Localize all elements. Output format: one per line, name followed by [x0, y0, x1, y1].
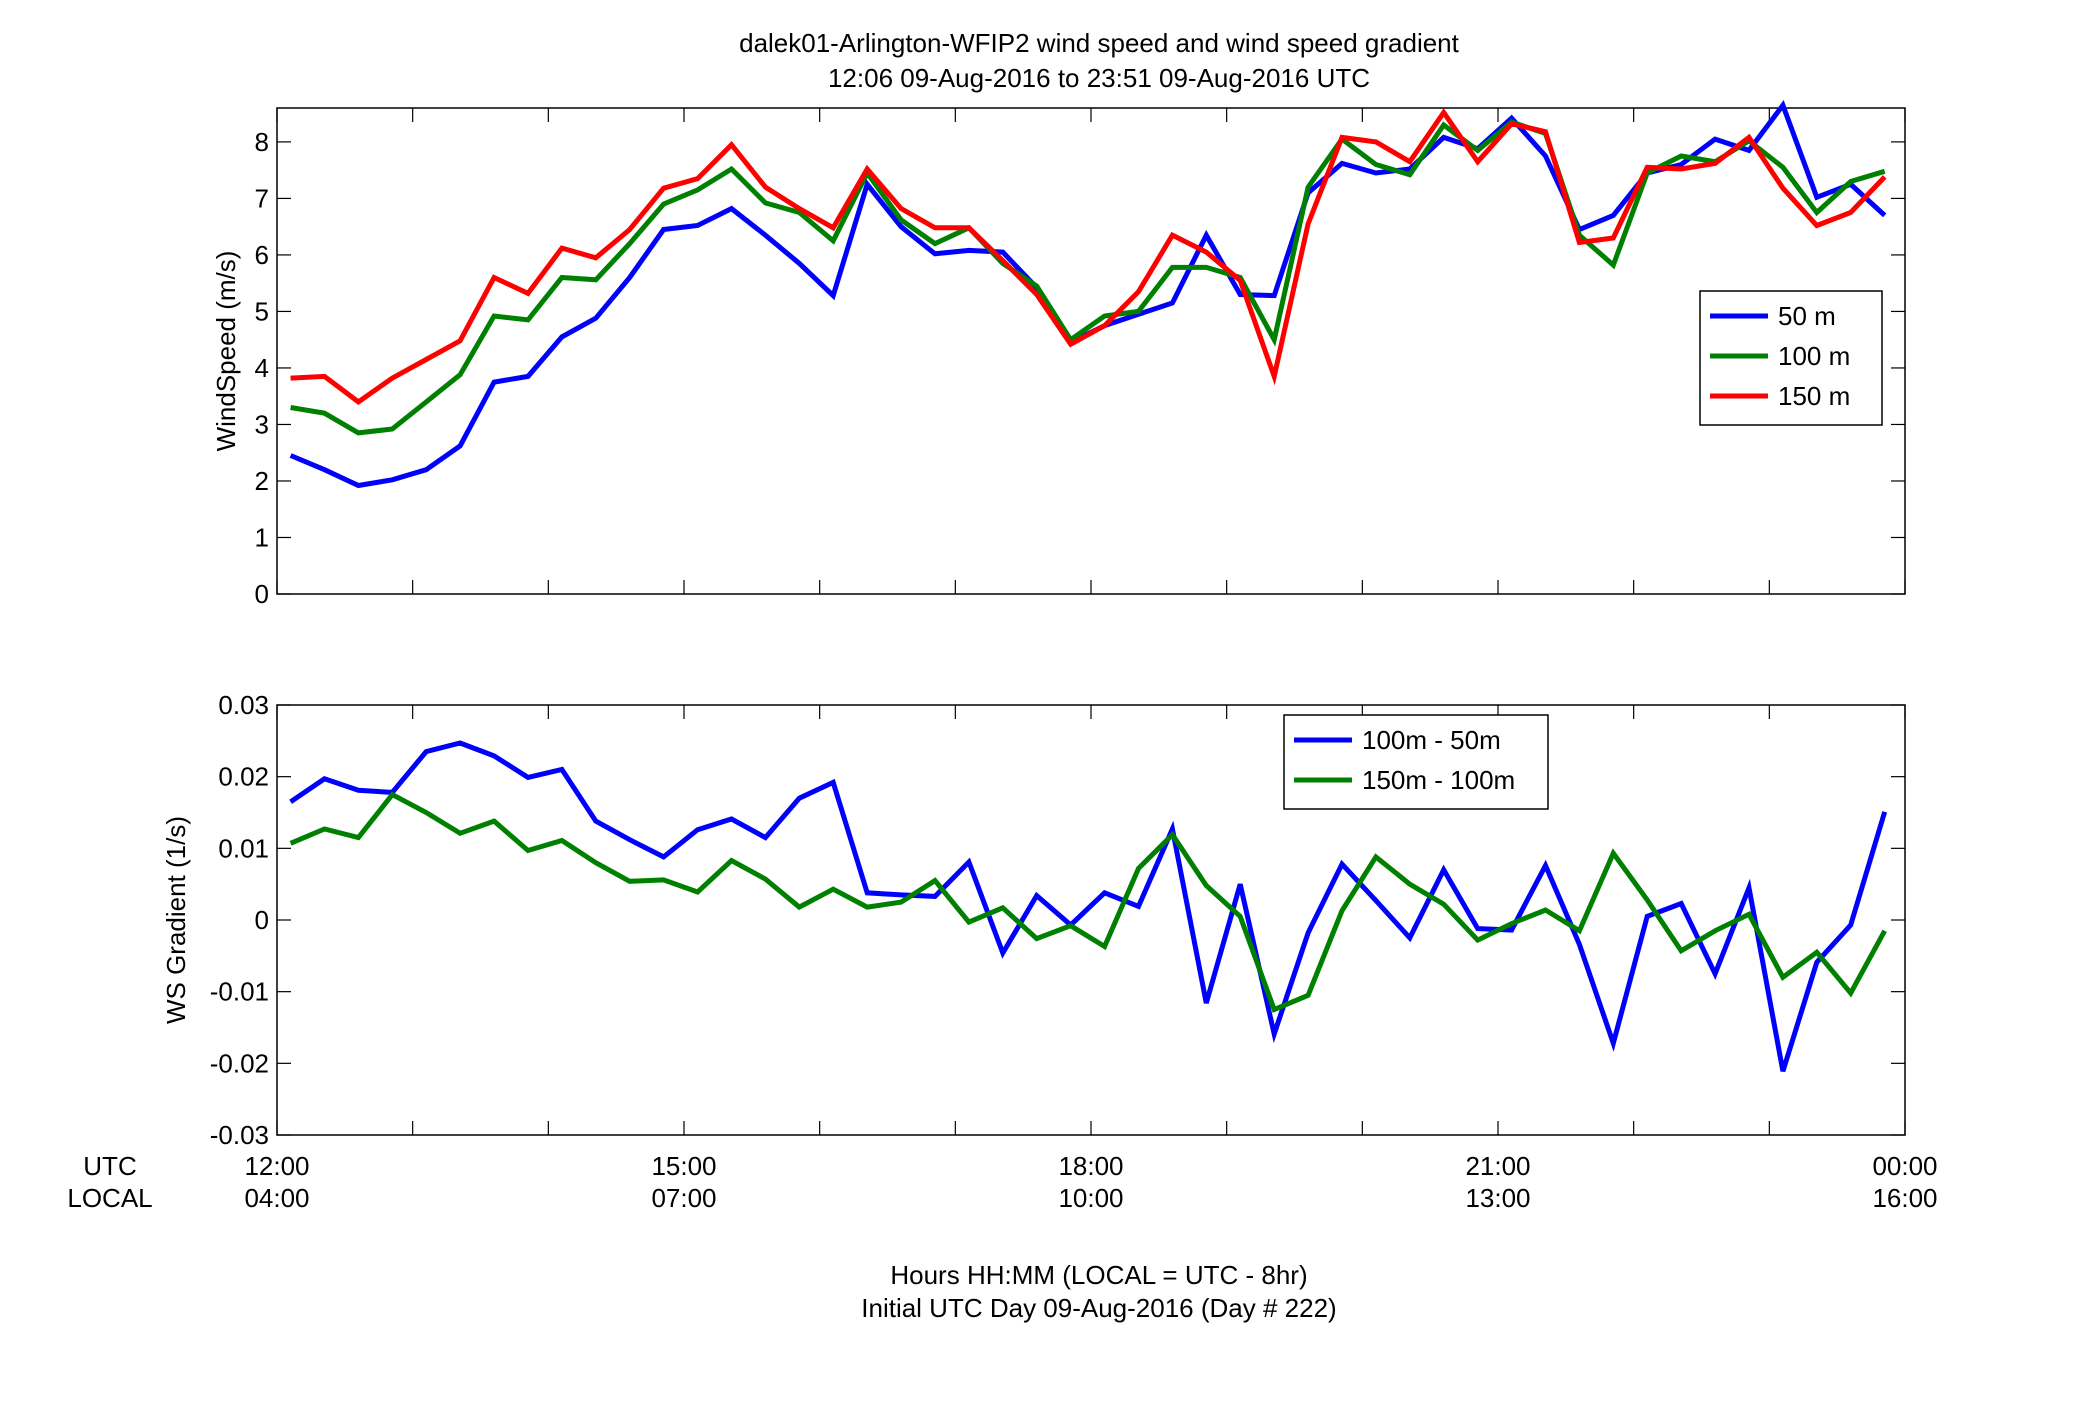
- series-line-100-m: [290, 119, 1886, 436]
- legend-label: 150 m: [1778, 381, 1850, 411]
- y-tick-label: 6: [255, 240, 269, 270]
- y-tick-label: 5: [255, 296, 269, 326]
- x-tick-label-local: 13:00: [1465, 1183, 1530, 1213]
- y-tick-label: -0.01: [210, 977, 269, 1007]
- y-tick-label: 0.01: [218, 833, 269, 863]
- wind-speed-gradient-chart: -0.03 -0.02 -0.01 0 0.01 0.02 0.03 WS Gradient …: [161, 690, 1906, 1150]
- y-axis-label: WindSpeed (m/s): [211, 251, 241, 452]
- figure-title-line2: 12:06 09-Aug-2016 to 23:51 09-Aug-2016 U…: [828, 63, 1370, 93]
- legend-label: 100m - 50m: [1362, 725, 1501, 755]
- y-tick-label: 4: [255, 353, 269, 383]
- series-line-150-m: [290, 108, 1887, 405]
- series-line-100m-50m: [289, 740, 1888, 1072]
- y-tick-label: 0.02: [218, 762, 269, 792]
- y-tick-label: 8: [255, 127, 269, 157]
- series-line-150m-100m: [289, 791, 1887, 1013]
- x-tick-label-utc: 15:00: [651, 1151, 716, 1181]
- legend-label: 100 m: [1778, 341, 1850, 371]
- y-tick-label: 0: [255, 579, 269, 609]
- y-tick-label: 0: [255, 905, 269, 935]
- legend-label: 150m - 100m: [1362, 765, 1515, 795]
- legend: 50 m 100 m 150 m: [1699, 290, 1883, 426]
- y-tick-label: 3: [255, 409, 269, 439]
- x-tick-label-local: 07:00: [651, 1183, 716, 1213]
- local-row-label: LOCAL: [67, 1183, 152, 1213]
- wind-speed-chart: 0 1 2 3 4 5 6 7 8 WindSpeed (m/s) 50 m 100 m 150 m: [211, 100, 1906, 609]
- y-tick-label: -0.02: [210, 1048, 269, 1078]
- y-tick-label: 2: [255, 466, 269, 496]
- x-tick-label-local: 16:00: [1872, 1183, 1937, 1213]
- legend-box: [1283, 714, 1549, 810]
- x-axis-label-line1: Hours HH:MM (LOCAL = UTC - 8hr): [890, 1260, 1307, 1290]
- x-tick-label-utc: 00:00: [1872, 1151, 1937, 1181]
- y-tick-label: -0.03: [210, 1120, 269, 1150]
- plot-area: [276, 704, 1906, 1136]
- x-tick-label-utc: 18:00: [1058, 1151, 1123, 1181]
- x-tick-label-utc: 12:00: [244, 1151, 309, 1181]
- utc-row-label: UTC: [83, 1151, 136, 1181]
- x-tick-label-utc: 21:00: [1465, 1151, 1530, 1181]
- y-tick-label: 0.03: [218, 690, 269, 720]
- legend-label: 50 m: [1778, 301, 1836, 331]
- legend: 100m - 50m 150m - 100m: [1283, 714, 1549, 810]
- x-tick-label-local: 04:00: [244, 1183, 309, 1213]
- x-tick-label-local: 10:00: [1058, 1183, 1123, 1213]
- y-tick-label: 7: [255, 183, 269, 213]
- x-axis-label-line2: Initial UTC Day 09-Aug-2016 (Day # 222): [861, 1293, 1336, 1323]
- y-axis-label: WS Gradient (1/s): [161, 816, 191, 1024]
- plot-area: [276, 107, 1906, 595]
- figure-title-line1: dalek01-Arlington-WFIP2 wind speed and w…: [739, 28, 1460, 58]
- y-tick-label: 1: [255, 522, 269, 552]
